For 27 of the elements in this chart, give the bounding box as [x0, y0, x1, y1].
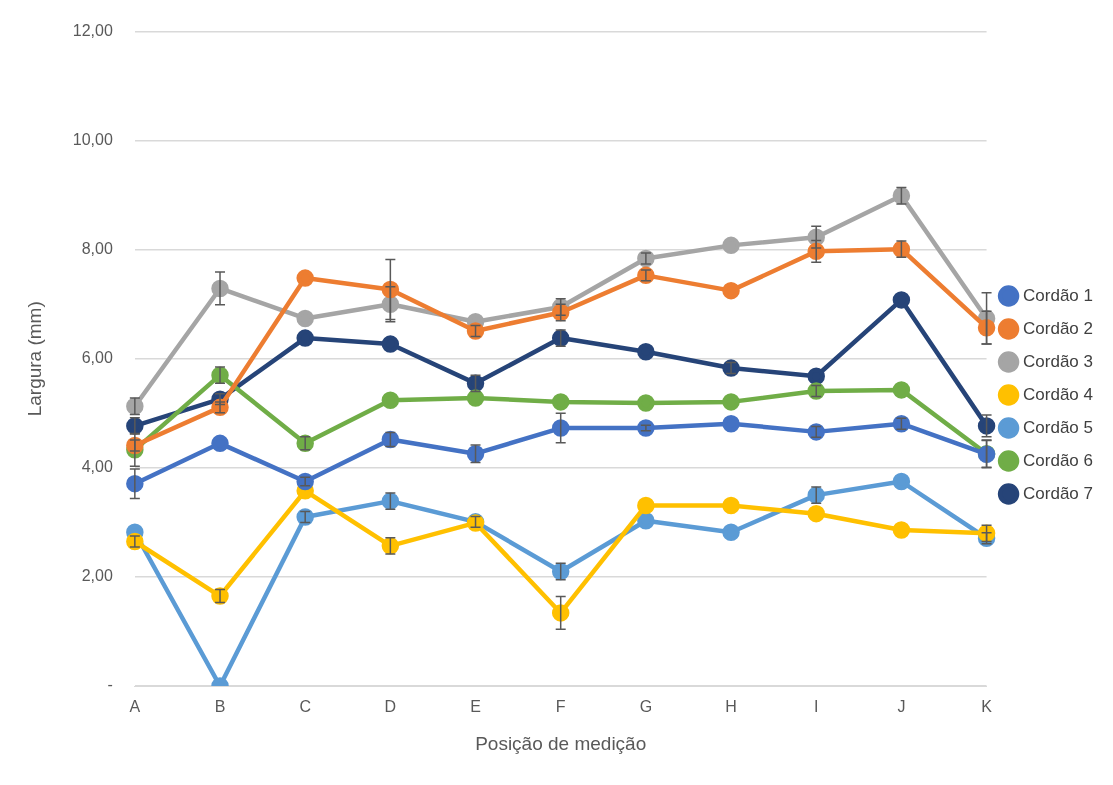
- x-tick-label: H: [725, 698, 737, 716]
- y-tick-label: 4,00: [81, 458, 113, 476]
- y-tick-label: 10,00: [72, 131, 113, 149]
- x-tick-label: D: [384, 698, 397, 716]
- x-axis-title: Posição de medição: [475, 732, 647, 754]
- x-tick-label: K: [981, 698, 993, 716]
- legend-label: Cordão 6: [1023, 450, 1093, 470]
- y-tick-label: 8,00: [81, 240, 113, 258]
- legend-label: Cordão 3: [1023, 351, 1093, 371]
- legend-label: Cordão 5: [1023, 417, 1093, 437]
- y-tick-label: -: [107, 676, 113, 694]
- legend-label: Cordão 2: [1023, 318, 1093, 338]
- legend-label: Cordão 7: [1023, 483, 1093, 503]
- x-tick-label: B: [214, 698, 226, 716]
- legend-label: Cordão 1: [1023, 285, 1093, 305]
- x-tick-label: F: [555, 698, 566, 716]
- y-tick-label: 2,00: [81, 567, 113, 585]
- y-tick-label: 6,00: [81, 349, 113, 367]
- x-tick-label: I: [813, 698, 819, 716]
- x-tick-label: E: [470, 698, 481, 716]
- x-tick-label: A: [129, 698, 141, 716]
- x-tick-label: J: [897, 698, 906, 716]
- y-tick-label: 12,00: [72, 22, 113, 40]
- legend-label: Cordão 4: [1023, 384, 1093, 404]
- x-tick-label: G: [639, 698, 653, 716]
- x-tick-label: C: [299, 698, 311, 716]
- y-axis-title: Largura (mm): [23, 301, 45, 417]
